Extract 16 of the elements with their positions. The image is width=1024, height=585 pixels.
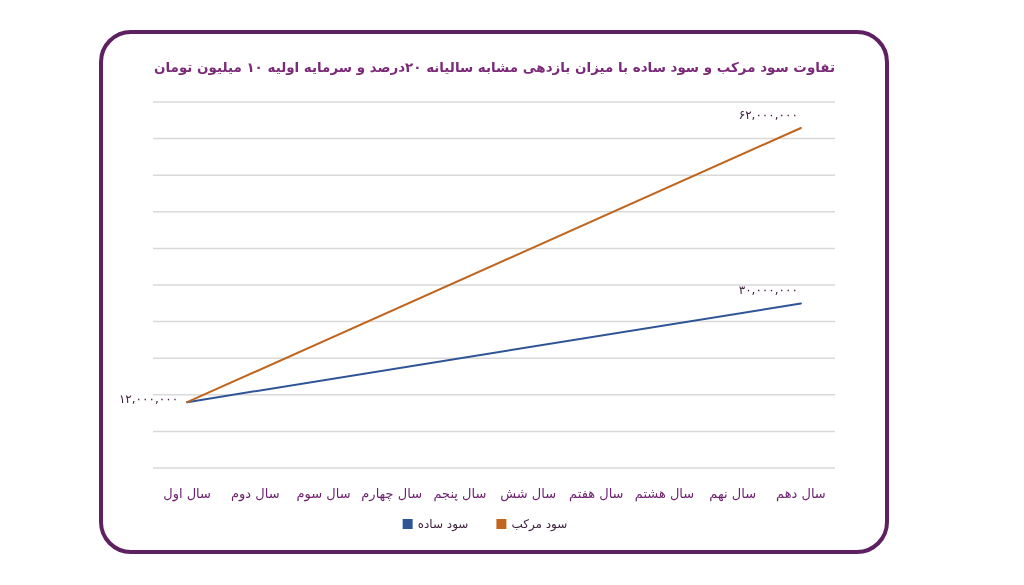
data-label: ۱۲,۰۰۰,۰۰۰ [118, 392, 179, 407]
x-tick: سال پنجم [433, 486, 487, 501]
x-tick: سال شش [500, 486, 557, 501]
x-tick: سال دوم [231, 486, 280, 501]
title: تفاوت سود مرکب و سود ساده با میزان بازدهی مشابه سالیانه ۲۰درصد و سرمایه اولیه ۱۰ میلیون تومان [154, 60, 835, 75]
legend-label: سود مرکب [511, 517, 568, 531]
data-label: ۳۰,۰۰۰,۰۰۰ [738, 283, 798, 298]
x-tick: سال هفتم [569, 486, 624, 501]
x-tick: سال دهم [776, 486, 826, 501]
legend-label: سود ساده [417, 517, 469, 531]
x-tick: سال سوم [296, 486, 351, 501]
x-tick: سال اول [163, 486, 211, 501]
x-tick: سال چهارم [361, 486, 423, 501]
data-label: ۶۲,۰۰۰,۰۰۰ [738, 108, 798, 122]
x-tick: سال نهم [709, 486, 757, 501]
x-tick: سال هشتم [634, 486, 695, 501]
